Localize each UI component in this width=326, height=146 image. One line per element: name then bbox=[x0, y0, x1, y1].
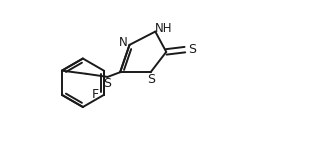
Text: S: S bbox=[147, 73, 156, 86]
Text: F: F bbox=[92, 88, 99, 101]
Text: N: N bbox=[119, 36, 127, 49]
Text: S: S bbox=[188, 43, 196, 56]
Text: NH: NH bbox=[155, 22, 173, 35]
Text: S: S bbox=[104, 77, 111, 90]
